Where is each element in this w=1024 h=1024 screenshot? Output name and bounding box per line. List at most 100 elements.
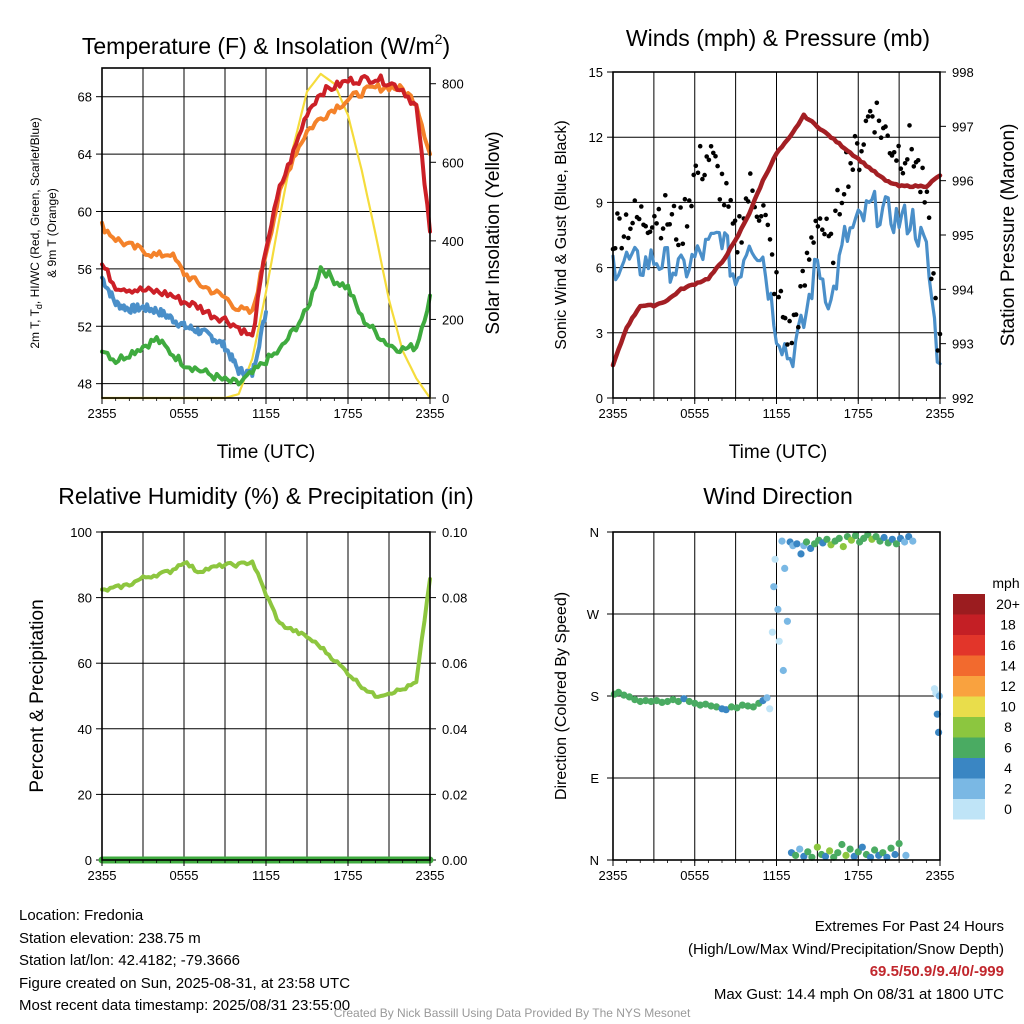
recent-data-text: Most recent data timestamp: 2025/08/31 2… [19, 997, 351, 1014]
direction-point [887, 844, 895, 852]
y-axis-label: Percent & Precipitation [27, 599, 48, 792]
direction-point [669, 696, 677, 704]
gust-point [841, 192, 847, 197]
gust-point [872, 130, 877, 135]
y2-tick-label: 400 [442, 234, 464, 249]
y-axis-label: Sonic Wind & Gust (Blue, Black) [553, 120, 570, 349]
gust-point [885, 133, 890, 138]
gust-point [626, 235, 631, 241]
direction-point [813, 843, 822, 851]
gust-point [630, 220, 635, 226]
gust-point [859, 149, 864, 154]
gust-point [857, 167, 862, 173]
y2-tick-label: 0.00 [442, 853, 467, 868]
y-tick-label: 6 [596, 261, 603, 276]
y2-tick-label: 998 [952, 65, 974, 80]
gust-point [931, 271, 936, 276]
gust-point [652, 213, 657, 219]
direction-point [763, 694, 771, 702]
direction-point [727, 703, 736, 711]
gust-point [660, 226, 666, 231]
elevation-text: Station elevation: 238.75 m [19, 929, 201, 947]
gust-point [763, 212, 768, 218]
direction-point [871, 846, 879, 854]
gust-point [804, 250, 810, 256]
direction-point [775, 637, 783, 645]
colorbar-swatch [953, 594, 985, 615]
direction-point [778, 537, 786, 545]
gust-point [693, 163, 699, 169]
gust-point [732, 218, 738, 224]
direction-point [892, 540, 901, 548]
colorbar-label: 6 [1004, 740, 1012, 756]
gust-point [700, 176, 705, 182]
gust-point [806, 257, 812, 262]
direction-point [838, 840, 846, 849]
x-tick-label: 2355 [599, 406, 628, 421]
gust-point [654, 221, 659, 226]
colorbar-label: 20+ [996, 596, 1020, 612]
direction-point [696, 701, 704, 709]
direction-point [771, 555, 779, 563]
x-tick-label: 1755 [334, 868, 363, 883]
gust-point [896, 143, 901, 149]
y-tick-label: 3 [596, 326, 603, 341]
colorbar-label: 14 [1000, 658, 1016, 674]
gust-point [920, 165, 925, 171]
colorbar-swatch [953, 758, 985, 779]
gust-point [636, 216, 642, 222]
x-tick-label: 0555 [170, 868, 199, 883]
gust-point [704, 154, 709, 159]
direction-point [614, 688, 623, 697]
x-tick-label: 0555 [680, 868, 709, 883]
direction-point [636, 697, 644, 706]
y2-tick-label: 992 [952, 391, 974, 406]
chart-title: Temperature (F) & Insolation (W/m2) [82, 31, 450, 59]
gust-point [929, 276, 934, 282]
y2-axis-label: Solar Insolation (Yellow) [483, 131, 504, 334]
x-tick-label: 2355 [599, 868, 628, 883]
y-tick-label: 60 [78, 204, 92, 219]
gust-point [758, 214, 764, 219]
direction-point [658, 698, 666, 707]
direction-point [792, 851, 800, 860]
x-tick-label: 0555 [680, 406, 709, 421]
colorbar-legend: mph 20+ 18 16 14 12 10 8 6 4 2 0 [953, 575, 1020, 820]
credit-text: Created By Nick Bassill Using Data Provi… [333, 1006, 691, 1020]
colorbar-label: 8 [1004, 719, 1012, 735]
direction-point [796, 845, 804, 853]
gust-point [915, 158, 921, 163]
gust-point [697, 143, 703, 149]
gust-point [900, 170, 906, 176]
gust-point [719, 171, 725, 177]
gust-point [671, 203, 677, 209]
direction-point [851, 532, 860, 540]
gust-point [735, 250, 740, 255]
y2-tick-label: 0.10 [442, 525, 467, 540]
y-tick-label: 0 [596, 391, 603, 406]
direction-point [846, 845, 854, 853]
y2-tick-label: 996 [952, 174, 974, 189]
gust-point [878, 135, 884, 140]
direction-point [879, 849, 887, 857]
colorbar-swatch [953, 799, 985, 820]
y2-tick-label: 0 [442, 391, 449, 406]
gust-point [883, 124, 888, 129]
location-text: Location: Fredonia [19, 907, 144, 924]
x-tick-label: 1155 [763, 406, 791, 421]
panel-1: 48 52 56 60 64 68 0 200 400 600 800 2355 0555 1155 175… [28, 31, 504, 463]
direction-point [834, 849, 842, 857]
y-tick-label: 52 [78, 319, 92, 334]
gust-point [891, 150, 897, 155]
colorbar-label: 18 [1000, 617, 1016, 633]
y2-tick-label: 0.08 [442, 591, 467, 606]
direction-point [674, 697, 683, 706]
x-tick-label: 2355 [926, 868, 955, 883]
colorbar-swatch [953, 676, 985, 697]
direction-point [738, 701, 747, 709]
direction-point [808, 853, 816, 861]
gust-point [632, 198, 638, 203]
gust-point [739, 240, 744, 245]
direction-point [866, 853, 875, 861]
